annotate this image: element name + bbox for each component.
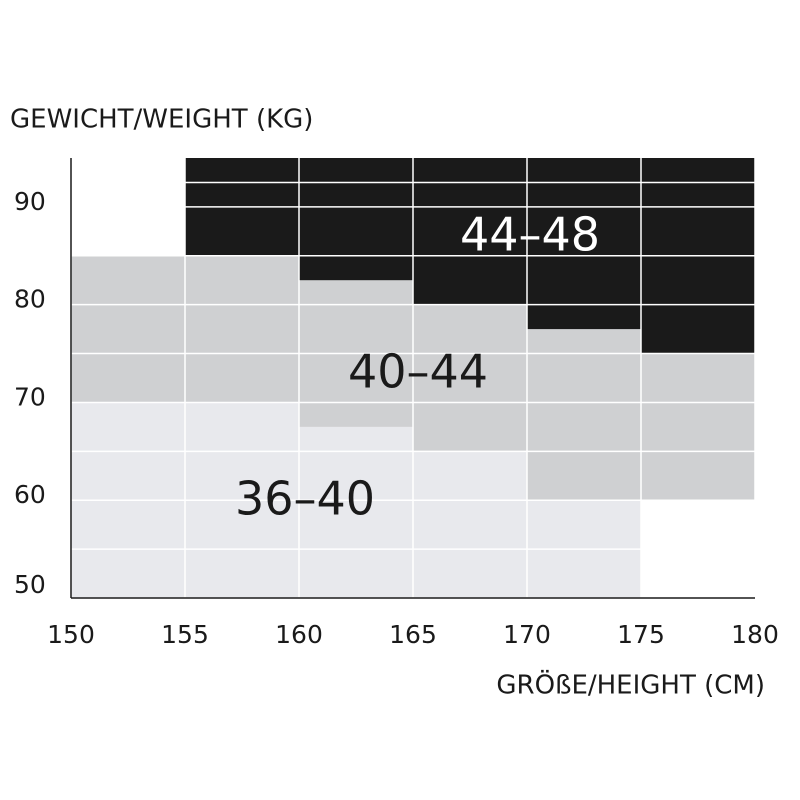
- y-tick-label: 60: [14, 480, 46, 509]
- region-cell: [527, 329, 641, 501]
- region-cell: [641, 353, 755, 501]
- y-tick-label: 70: [14, 382, 46, 411]
- y-tick-label: 90: [14, 187, 46, 216]
- region-cell: [413, 451, 527, 598]
- x-tick-label: 170: [503, 620, 551, 649]
- region-label: 44–48: [460, 208, 600, 262]
- region-label: 36–40: [235, 472, 375, 526]
- x-tick-label: 175: [617, 620, 665, 649]
- y-axis-title: GEWICHT/WEIGHT (KG): [10, 105, 313, 135]
- region-cell: [71, 255, 185, 403]
- x-tick-label: 165: [389, 620, 437, 649]
- x-tick-label: 150: [47, 620, 95, 649]
- y-tick-label: 80: [14, 285, 46, 314]
- y-tick-label: 50: [14, 570, 46, 599]
- region-cell: [413, 304, 527, 452]
- region-cell: [185, 255, 299, 403]
- x-tick-label: 180: [731, 620, 779, 649]
- region-label: 40–44: [348, 345, 488, 399]
- region-cell: [299, 158, 413, 281]
- x-axis-title: GRÖßE/HEIGHT (CM): [496, 669, 765, 701]
- region-cell: [299, 426, 413, 598]
- x-tick-label: 155: [161, 620, 209, 649]
- region-cell: [527, 158, 641, 330]
- x-tick-label: 160: [275, 620, 323, 649]
